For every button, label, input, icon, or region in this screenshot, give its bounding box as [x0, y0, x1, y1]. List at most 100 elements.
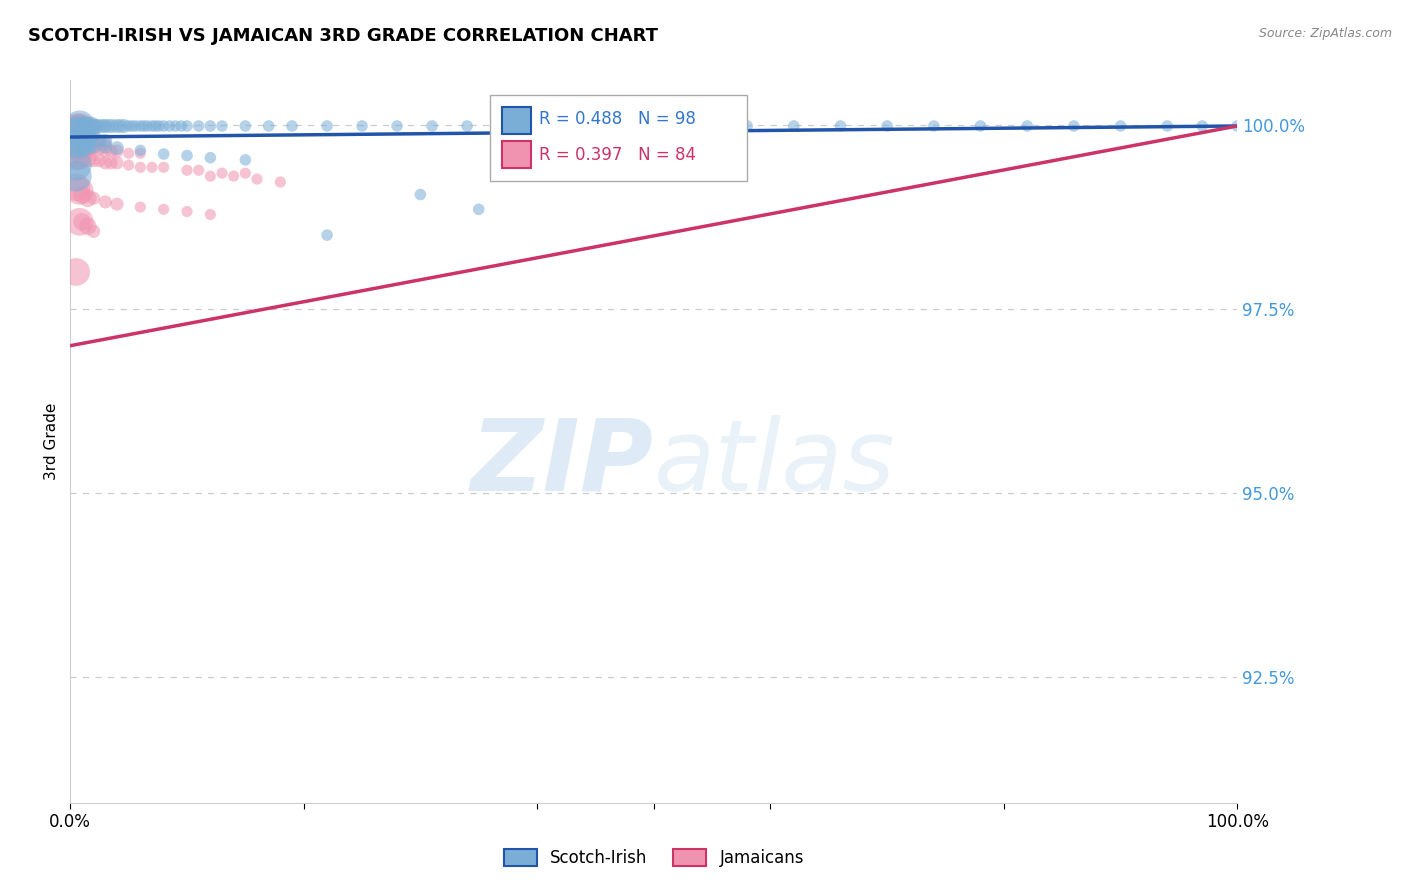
- Point: [735, 119, 758, 133]
- Point: [176, 148, 198, 162]
- Point: [596, 119, 619, 133]
- Point: [94, 144, 117, 158]
- Point: [89, 142, 111, 156]
- Point: [67, 139, 90, 153]
- Point: [385, 119, 408, 133]
- Point: [70, 152, 93, 166]
- Point: [76, 119, 98, 133]
- Point: [65, 132, 87, 146]
- Point: [97, 119, 120, 133]
- Point: [420, 119, 443, 133]
- Point: [1017, 119, 1039, 133]
- Point: [129, 146, 152, 161]
- Point: [118, 119, 141, 133]
- Point: [69, 132, 91, 146]
- Point: [233, 153, 256, 167]
- Point: [112, 119, 135, 133]
- Point: [72, 132, 94, 146]
- Point: [70, 132, 93, 146]
- Point: [689, 119, 711, 133]
- Point: [152, 161, 174, 175]
- Point: [65, 149, 87, 163]
- Point: [70, 187, 93, 202]
- Point: [165, 119, 187, 133]
- Y-axis label: 3rd Grade: 3rd Grade: [44, 403, 59, 480]
- Text: atlas: atlas: [654, 415, 896, 512]
- Point: [91, 119, 114, 133]
- Text: Source: ZipAtlas.com: Source: ZipAtlas.com: [1258, 27, 1392, 40]
- Point: [100, 156, 122, 170]
- Point: [67, 132, 90, 146]
- Point: [159, 119, 181, 133]
- Point: [89, 134, 111, 148]
- Point: [76, 135, 98, 149]
- Point: [211, 166, 233, 180]
- Point: [526, 119, 548, 133]
- Point: [83, 136, 105, 151]
- Point: [70, 215, 93, 229]
- Point: [69, 123, 91, 137]
- Point: [94, 136, 117, 151]
- Text: SCOTCH-IRISH VS JAMAICAN 3RD GRADE CORRELATION CHART: SCOTCH-IRISH VS JAMAICAN 3RD GRADE CORRE…: [28, 27, 658, 45]
- Point: [67, 120, 90, 135]
- Point: [257, 119, 280, 133]
- Bar: [502, 107, 531, 135]
- Point: [246, 172, 269, 186]
- Point: [200, 207, 222, 221]
- Legend: Scotch-Irish, Jamaicans: Scotch-Irish, Jamaicans: [496, 842, 811, 874]
- Point: [200, 151, 222, 165]
- Point: [65, 120, 87, 135]
- Point: [89, 153, 111, 168]
- Point: [105, 141, 128, 155]
- Point: [176, 119, 198, 133]
- Point: [152, 202, 174, 217]
- Point: [187, 163, 209, 178]
- Point: [1226, 119, 1249, 133]
- Point: [211, 119, 233, 133]
- Point: [118, 158, 141, 172]
- Point: [467, 202, 491, 217]
- Point: [94, 156, 117, 170]
- Point: [1156, 119, 1178, 133]
- Point: [222, 169, 245, 183]
- Point: [76, 132, 98, 146]
- FancyBboxPatch shape: [491, 95, 747, 181]
- Point: [69, 127, 91, 141]
- Point: [80, 119, 103, 133]
- Point: [105, 197, 128, 211]
- Point: [75, 123, 97, 137]
- Point: [84, 119, 107, 133]
- Point: [76, 142, 98, 156]
- Point: [141, 119, 163, 133]
- Point: [129, 119, 152, 133]
- Point: [141, 161, 163, 175]
- Point: [75, 127, 97, 141]
- Point: [1063, 119, 1085, 133]
- Bar: [502, 141, 531, 169]
- Point: [83, 153, 105, 168]
- Point: [75, 129, 97, 144]
- Point: [65, 127, 87, 141]
- Point: [132, 119, 155, 133]
- Point: [69, 215, 91, 229]
- Point: [65, 139, 87, 153]
- Point: [65, 136, 87, 150]
- Point: [233, 166, 256, 180]
- Point: [876, 119, 898, 133]
- Point: [176, 163, 198, 178]
- Point: [83, 128, 105, 143]
- Point: [456, 119, 478, 133]
- Point: [67, 123, 90, 137]
- Point: [94, 194, 117, 209]
- Text: R = 0.397   N = 84: R = 0.397 N = 84: [540, 145, 696, 164]
- Point: [352, 119, 374, 133]
- Point: [100, 144, 122, 158]
- Point: [65, 169, 87, 183]
- Point: [76, 123, 98, 137]
- Point: [124, 119, 146, 133]
- Point: [67, 149, 90, 163]
- Point: [72, 129, 94, 144]
- Point: [152, 119, 174, 133]
- Point: [76, 219, 98, 234]
- Point: [94, 139, 117, 153]
